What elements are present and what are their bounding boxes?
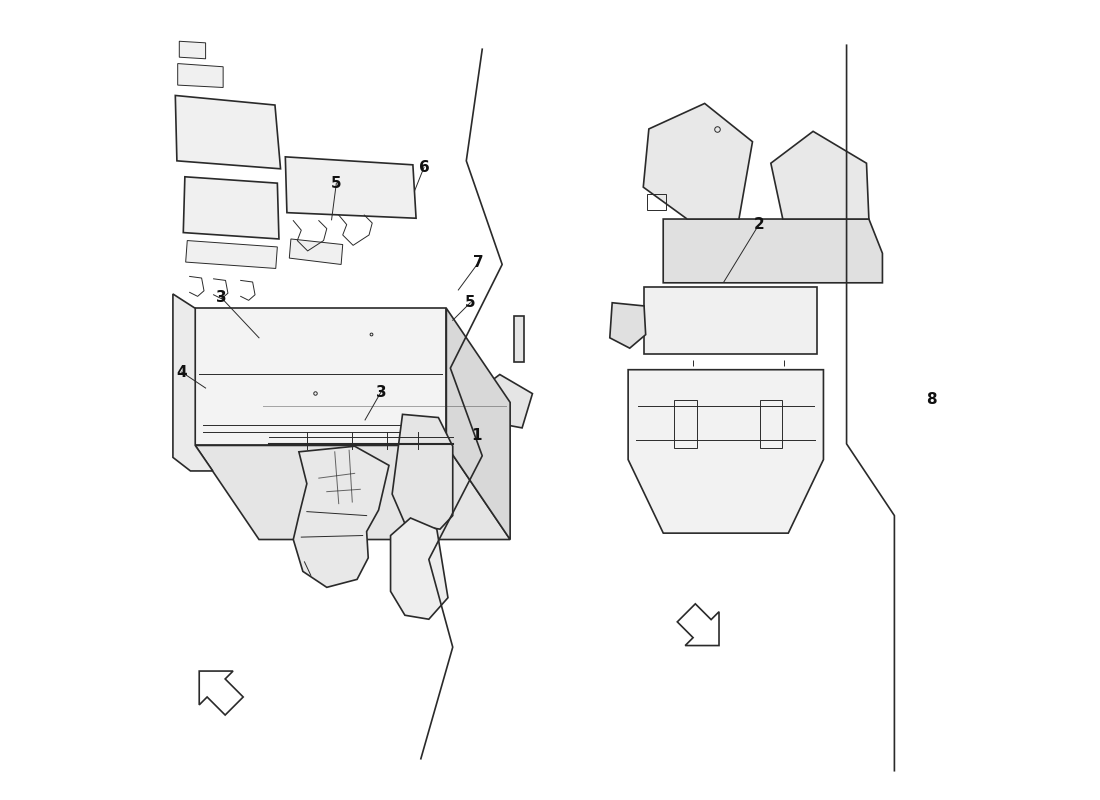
Polygon shape (184, 177, 279, 239)
Polygon shape (645, 286, 817, 354)
Polygon shape (195, 446, 510, 539)
Text: 4: 4 (176, 365, 187, 379)
Text: 7: 7 (473, 255, 484, 270)
Polygon shape (294, 446, 389, 587)
Text: 5: 5 (331, 176, 342, 190)
Polygon shape (392, 414, 453, 529)
Polygon shape (609, 302, 646, 348)
Polygon shape (644, 103, 752, 219)
Polygon shape (195, 308, 447, 446)
Text: 3: 3 (376, 385, 386, 399)
Polygon shape (289, 239, 343, 265)
Text: 5: 5 (465, 295, 475, 310)
Text: 6: 6 (419, 160, 429, 174)
Polygon shape (514, 316, 525, 362)
Polygon shape (175, 95, 280, 169)
Text: 3: 3 (217, 290, 227, 306)
Polygon shape (771, 131, 869, 219)
Polygon shape (628, 370, 824, 533)
Polygon shape (285, 157, 416, 218)
Polygon shape (178, 63, 223, 87)
Polygon shape (186, 241, 277, 269)
Polygon shape (474, 374, 532, 428)
Polygon shape (179, 42, 206, 58)
Text: 2: 2 (754, 217, 764, 232)
Polygon shape (663, 219, 882, 283)
Polygon shape (447, 308, 510, 539)
Polygon shape (173, 294, 212, 471)
Text: 8: 8 (926, 393, 936, 407)
Polygon shape (390, 518, 448, 619)
Text: 1: 1 (472, 427, 482, 442)
